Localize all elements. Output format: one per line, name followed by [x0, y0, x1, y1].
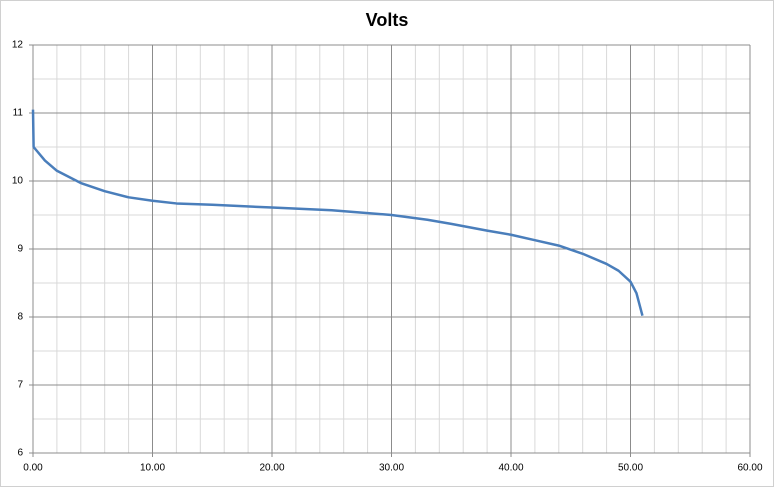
x-tick-label: 40.00 — [498, 463, 523, 474]
data-line — [31, 109, 644, 316]
y-tick-label: 6 — [17, 448, 23, 459]
y-tick-label: 9 — [17, 244, 23, 255]
x-tick-label: 20.00 — [259, 463, 284, 474]
x-tick-label: 10.00 — [140, 463, 165, 474]
y-tick-label: 11 — [13, 108, 24, 119]
y-tick-label: 7 — [17, 380, 23, 391]
y-tick-label: 10 — [12, 176, 24, 187]
x-tick-label: 60.00 — [737, 463, 762, 474]
x-tick-label: 50.00 — [618, 463, 643, 474]
y-tick-label: 12 — [12, 40, 24, 51]
x-tick-label: 0.00 — [23, 463, 43, 474]
chart-title: Volts — [366, 10, 409, 30]
x-tick-label: 30.00 — [379, 463, 404, 474]
y-tick-label: 8 — [17, 312, 23, 323]
